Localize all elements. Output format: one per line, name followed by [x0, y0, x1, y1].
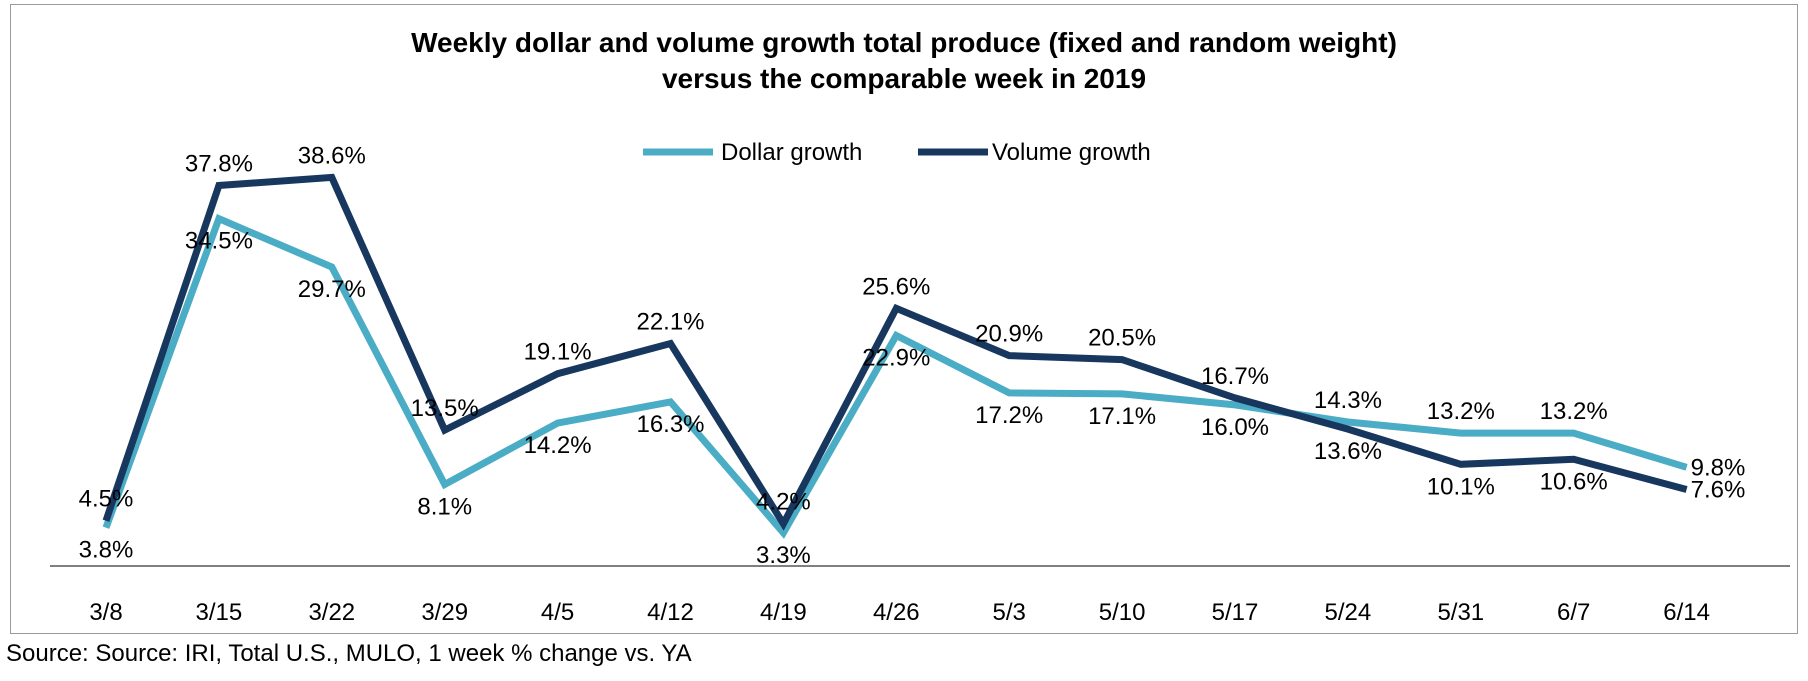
data-label-dollar-growth: 17.2% — [975, 402, 1043, 429]
data-label-dollar-growth: 16.0% — [1201, 414, 1269, 441]
x-tick-label: 5/24 — [1325, 599, 1372, 626]
series-lines — [102, 173, 1688, 539]
data-label-volume-growth: 10.6% — [1540, 468, 1608, 495]
data-label-volume-growth: 20.5% — [1088, 325, 1156, 352]
chart-legend: Dollar growth Volume growth — [643, 139, 1151, 166]
data-label-dollar-growth: 13.2% — [1427, 398, 1495, 425]
x-tick-label: 6/7 — [1557, 599, 1590, 626]
data-label-dollar-growth: 17.1% — [1088, 403, 1156, 430]
series-line-volume-growth — [102, 173, 1688, 531]
data-label-dollar-growth: 34.5% — [185, 228, 253, 255]
data-label-dollar-growth: 9.8% — [1691, 454, 1746, 481]
x-tick-label: 5/3 — [993, 599, 1026, 626]
source-note: Source: Source: IRI, Total U.S., MULO, 1… — [6, 640, 692, 667]
x-tick-label: 5/10 — [1099, 599, 1146, 626]
x-tick-label: 4/12 — [647, 599, 694, 626]
legend-label-dollar-growth: Dollar growth — [721, 139, 862, 166]
data-label-volume-growth: 37.8% — [185, 150, 253, 177]
x-tick-label: 6/14 — [1663, 599, 1710, 626]
data-label-volume-growth: 13.5% — [411, 395, 479, 422]
legend-label-volume-growth: Volume growth — [992, 139, 1151, 166]
x-tick-label: 4/19 — [760, 599, 807, 626]
x-tick-label: 3/22 — [308, 599, 355, 626]
data-label-dollar-growth: 3.8% — [79, 537, 134, 564]
data-label-volume-growth: 7.6% — [1691, 476, 1746, 503]
x-tick-label: 4/5 — [541, 599, 574, 626]
data-label-volume-growth: 16.7% — [1201, 363, 1269, 390]
data-label-dollar-growth: 3.3% — [756, 542, 811, 569]
data-label-dollar-growth: 14.3% — [1314, 387, 1382, 414]
chart-title: Weekly dollar and volume growth total pr… — [411, 27, 1397, 58]
data-label-volume-growth: 22.1% — [636, 309, 704, 336]
data-label-volume-growth: 10.1% — [1427, 473, 1495, 500]
data-labels: 3.8% 34.5% 29.7% 8.1% 14.2% 16.3% 3.3% 22.9% 17.… — [79, 142, 1746, 568]
x-tick-label: 3/8 — [89, 599, 122, 626]
data-label-dollar-growth: 22.9% — [862, 344, 930, 371]
x-tick-label: 4/26 — [873, 599, 920, 626]
data-label-volume-growth: 20.9% — [975, 321, 1043, 348]
data-label-volume-growth: 13.6% — [1314, 438, 1382, 465]
chart-frame — [10, 4, 1798, 634]
data-label-dollar-growth: 8.1% — [417, 493, 472, 520]
series-line-dollar-growth — [102, 214, 1688, 539]
x-tick-label: 5/31 — [1437, 599, 1484, 626]
data-label-volume-growth: 38.6% — [298, 142, 366, 169]
x-tick-label: 5/17 — [1212, 599, 1259, 626]
data-label-volume-growth: 4.2% — [756, 489, 811, 516]
x-axis-tick-labels: 3/8 3/15 3/22 3/29 4/5 4/12 4/19 4/26 5/3 5/10 5/1… — [89, 599, 1710, 626]
x-tick-label: 3/15 — [196, 599, 243, 626]
line-chart: Weekly dollar and volume growth total pr… — [50, 27, 1790, 626]
chart-subtitle: versus the comparable week in 2019 — [662, 63, 1146, 94]
data-label-dollar-growth: 16.3% — [636, 411, 704, 438]
data-label-volume-growth: 25.6% — [862, 273, 930, 300]
data-label-dollar-growth: 29.7% — [298, 276, 366, 303]
data-label-dollar-growth: 13.2% — [1540, 398, 1608, 425]
data-label-dollar-growth: 14.2% — [524, 432, 592, 459]
data-label-volume-growth: 19.1% — [524, 339, 592, 366]
x-tick-label: 3/29 — [421, 599, 468, 626]
data-label-volume-growth: 4.5% — [79, 486, 134, 513]
